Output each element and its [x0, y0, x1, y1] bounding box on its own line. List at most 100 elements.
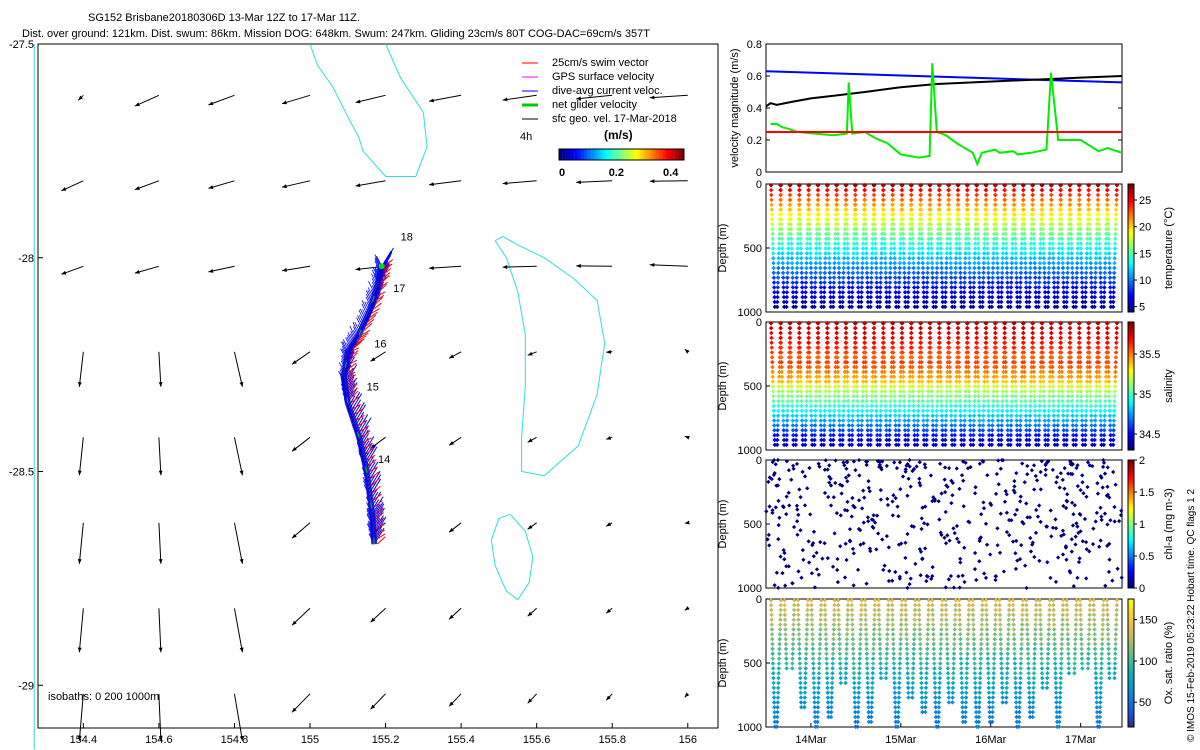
- temperature-point: [855, 285, 861, 290]
- swim-vector: [371, 308, 380, 314]
- temperature-point: [835, 241, 841, 246]
- copyright-note: © IMOS 15-Feb-2019 05:23:22 Hobart time.…: [1186, 489, 1197, 742]
- sfc-velocity-arrow: [158, 351, 162, 387]
- temperature-point: [775, 290, 780, 295]
- swim-vector: [356, 414, 365, 421]
- temperature-point: [789, 251, 795, 256]
- map-colorbar-cell: [634, 149, 638, 160]
- temperature-point: [804, 241, 810, 246]
- temperature-point: [790, 265, 795, 271]
- swim-vector: [349, 350, 359, 357]
- temperature-point: [771, 260, 776, 266]
- salinity-ylabel: Depth (m): [717, 362, 729, 411]
- swim-vector: [379, 281, 389, 289]
- temperature-point: [775, 294, 780, 300]
- salinity-colorbar-tick-label: 34.5: [1139, 429, 1160, 441]
- temperature-point: [786, 246, 791, 251]
- temperature-point: [842, 246, 847, 251]
- temperature-point: [784, 290, 790, 295]
- temperature-point: [837, 299, 843, 305]
- sfc-velocity-arrowhead: [527, 438, 533, 443]
- temperature-point: [859, 275, 865, 280]
- temperature-point: [775, 280, 781, 285]
- sfc-velocity-arrow: [502, 94, 537, 101]
- temperature-point: [771, 275, 777, 280]
- temperature-point: [856, 299, 861, 305]
- temperature-point: [786, 236, 791, 242]
- map-colorbar-cell: [677, 149, 682, 160]
- temperature-point: [863, 241, 869, 246]
- temperature-point: [860, 241, 866, 246]
- temperature-point: [850, 285, 855, 290]
- swim-vector: [349, 390, 359, 400]
- map-colorbar-cell: [640, 149, 644, 160]
- sfc-velocity-arrowhead: [606, 608, 612, 614]
- sfc-velocity-arrow: [649, 264, 688, 267]
- temperature-point: [799, 265, 804, 271]
- temperature-point: [771, 285, 777, 290]
- temperature-point: [868, 285, 874, 290]
- swim-vector: [352, 342, 361, 350]
- temperature-point: [864, 255, 869, 261]
- swim-vector: [366, 454, 376, 461]
- temperature-point: [831, 280, 837, 285]
- sfc-velocity-arrowhead: [606, 435, 612, 440]
- temperature-point: [779, 241, 785, 246]
- sfc-velocity-arrow: [158, 522, 162, 564]
- temperature-point: [776, 260, 781, 266]
- sfc-velocity-arrow: [208, 94, 235, 106]
- temperature-point: [797, 197, 802, 203]
- map-x-tick-label: 154.8: [221, 734, 249, 746]
- map-colorbar-cell: [680, 149, 685, 160]
- sfc-velocity-arrow: [78, 693, 84, 741]
- temperature-point: [775, 285, 781, 290]
- sfc-velocity-arrowhead: [449, 701, 454, 707]
- temperature-point: [871, 187, 877, 193]
- temperature-point: [862, 187, 867, 193]
- temperature-point: [819, 299, 824, 305]
- temperature-point: [865, 299, 871, 305]
- map-colorbar-cell: [577, 149, 582, 160]
- temperature-point: [821, 304, 827, 310]
- temperature-point: [831, 299, 836, 305]
- temperature-point: [821, 294, 827, 300]
- temperature-point: [868, 294, 874, 300]
- temperature-point: [831, 294, 836, 300]
- temperature-point: [807, 226, 813, 232]
- sfc-velocity-arrowhead: [355, 267, 361, 271]
- sfc-velocity-arrowhead: [649, 262, 655, 267]
- temperature-point: [817, 260, 823, 266]
- velocity-series-line: [765, 75, 1123, 108]
- map-colorbar-cell: [602, 149, 607, 160]
- temperature-point: [851, 255, 856, 261]
- temperature-point: [855, 255, 860, 261]
- temperature-point: [814, 241, 819, 246]
- sfc-velocity-arrowhead: [684, 349, 690, 354]
- temperature-point: [855, 275, 861, 280]
- temperature-point: [834, 187, 839, 193]
- temperature-point: [784, 285, 790, 290]
- temperature-point: [870, 246, 875, 251]
- temperature-point: [813, 260, 819, 266]
- sfc-velocity-arrowhead: [370, 617, 376, 623]
- salinity-y-tick-label: 0: [756, 317, 762, 329]
- velocity-axes-frame: [765, 43, 1123, 173]
- temperature-point: [864, 270, 870, 276]
- temperature-point: [836, 265, 842, 271]
- temperature-point: [781, 299, 787, 305]
- map-panel: 154.4 154.6 154.8 155 155.2 155.4 155.6 155.8 15…: [9, 39, 719, 750]
- swim-vector: [369, 466, 378, 472]
- temperature-point: [856, 304, 862, 310]
- temperature-point: [771, 255, 776, 261]
- temperature-point: [779, 226, 785, 232]
- map-colorbar-cell: [621, 149, 625, 160]
- sfc-velocity-arrowhead: [208, 269, 214, 273]
- map-colorbar-cell: [609, 149, 613, 160]
- temperature-point: [809, 299, 815, 305]
- sfc-velocity-arrowhead: [78, 95, 83, 101]
- temperature-point: [799, 260, 804, 266]
- temperature-point: [793, 304, 799, 310]
- temperature-point: [818, 294, 824, 300]
- temperature-point: [864, 251, 869, 256]
